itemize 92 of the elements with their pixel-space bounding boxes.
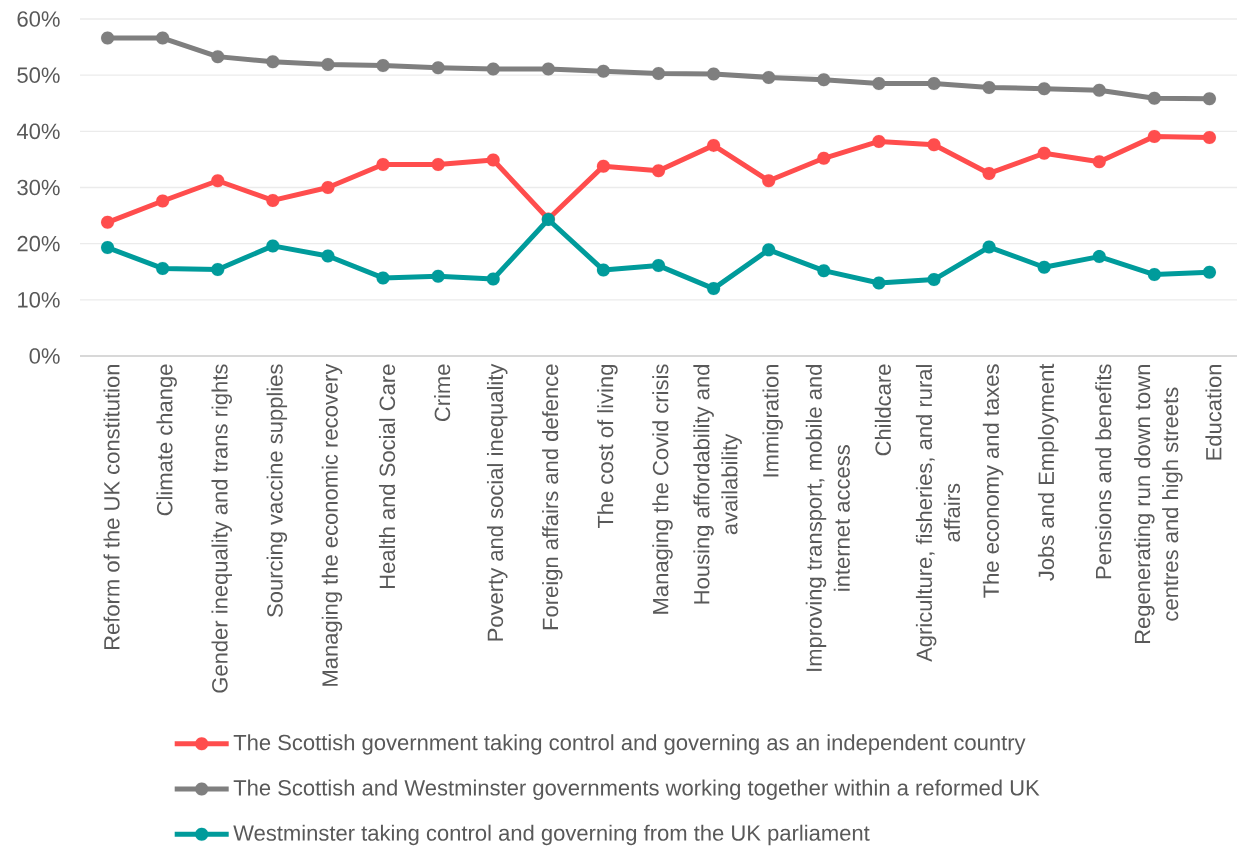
point (651, 259, 666, 273)
point (431, 157, 445, 172)
x-tick-label: Crime (434, 364, 451, 422)
point (156, 194, 170, 208)
point (651, 66, 666, 81)
point (1037, 260, 1051, 274)
x-tick-label: Foreign affairs and defence (542, 364, 563, 630)
point (321, 180, 335, 195)
point (982, 166, 996, 181)
point (376, 59, 390, 73)
x-tick-label: Health and Social Care (378, 364, 396, 588)
point (927, 138, 941, 152)
point (1092, 250, 1106, 264)
y-tick-label: 40% (16, 123, 60, 140)
x-tick-label: Childcare (874, 364, 891, 456)
point (100, 215, 115, 229)
legend-label: The Scottish and Westminster governments working together within a reformed UK (233, 779, 1040, 800)
y-tick-label: 0% (29, 348, 60, 364)
point (211, 262, 225, 277)
point (596, 263, 610, 277)
point (541, 62, 555, 76)
y-tick-label: 10% (18, 292, 60, 308)
point (872, 77, 886, 91)
point (1202, 265, 1217, 279)
point (1037, 82, 1051, 96)
point (376, 271, 390, 285)
point (707, 138, 721, 152)
point (762, 243, 776, 257)
y-tick-label: 20% (17, 235, 60, 252)
point (596, 159, 610, 173)
point (1147, 129, 1161, 143)
x-tick-label: Pensions and benefits (1095, 364, 1112, 579)
x-tick-label: Managing the economic recovery (321, 363, 343, 686)
point (872, 134, 886, 148)
y-tick-label: 50% (17, 67, 60, 83)
point (982, 240, 996, 254)
point (707, 67, 721, 81)
x-tick-label: Agriculture, fisheries, and rural affairs (915, 365, 961, 662)
point (100, 31, 115, 45)
point (1037, 146, 1051, 160)
point (321, 57, 335, 72)
point (376, 157, 390, 172)
x-tick-label: Climate change (156, 364, 177, 516)
point (100, 241, 115, 255)
point (486, 153, 500, 167)
point (817, 73, 831, 87)
point (651, 164, 666, 178)
x-tick-label: Gender inequality and trans rights (211, 364, 232, 693)
point (1202, 92, 1217, 106)
x-tick-label: Immigration (762, 364, 783, 477)
point (156, 261, 170, 275)
point (982, 80, 996, 95)
point (1147, 268, 1161, 282)
point (817, 264, 831, 278)
point (927, 273, 941, 287)
point (762, 174, 776, 188)
legend-label: Westminster taking control and governing from the UK parliament (233, 824, 870, 846)
point (596, 64, 610, 78)
x-tick-label: Jobs and Employment (1037, 363, 1059, 581)
x-tick-label: Housing affordability and availability (693, 365, 742, 604)
point (211, 174, 225, 188)
y-tick-label: 30% (17, 179, 60, 196)
point (156, 31, 170, 45)
x-tick-label: Managing the Covid crisis (652, 364, 673, 614)
point (1092, 83, 1106, 97)
x-tick-label: The cost of living (597, 364, 618, 529)
point (266, 193, 280, 207)
point (266, 239, 280, 253)
x-tick-label: Regenerating run down town centres and high streets (1134, 365, 1183, 644)
y-tick-label: 60% (17, 11, 60, 27)
point (211, 50, 225, 64)
x-tick-label: Reform of the UK constitution (103, 365, 120, 650)
x-tick-label: Improving transport, mobile and internet access (805, 365, 850, 671)
point (486, 272, 500, 286)
point (321, 249, 335, 263)
x-tick-label: The economy and taxes (982, 364, 1004, 598)
x-tick-label: Poverty and social inequality (486, 363, 508, 641)
point (266, 55, 280, 69)
point (486, 62, 500, 76)
point (1092, 155, 1106, 169)
point (872, 276, 886, 290)
point (1147, 91, 1161, 105)
point (927, 77, 941, 91)
x-tick-label: Education (1205, 364, 1222, 460)
point (817, 151, 831, 165)
x-tick-label: Sourcing vaccine supplies (266, 364, 288, 617)
point (431, 269, 445, 283)
point (1202, 130, 1217, 145)
point (762, 70, 776, 84)
point (431, 61, 445, 75)
point (707, 282, 721, 296)
legend-label: The Scottish government taking control and governing as an independent country (233, 734, 1026, 755)
